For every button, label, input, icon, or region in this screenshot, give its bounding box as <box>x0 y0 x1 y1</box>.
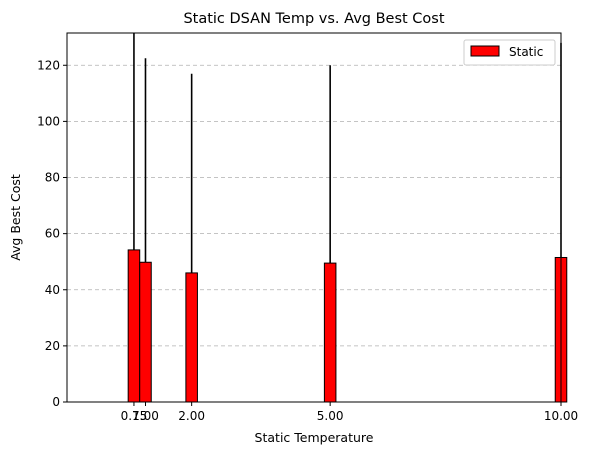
y-axis-label: Avg Best Cost <box>8 174 23 261</box>
bars-layer <box>127 249 568 403</box>
bar <box>323 262 337 403</box>
legend-swatch-static <box>470 45 500 57</box>
x-tick-label: 1.00 <box>132 409 159 423</box>
error-bars-layer <box>133 33 562 273</box>
y-tick-label: 120 <box>37 58 60 72</box>
bar <box>127 249 141 403</box>
y-tick-label: 60 <box>45 227 60 241</box>
x-tick-label: 5.00 <box>317 409 344 423</box>
axes-layer <box>66 32 562 403</box>
y-tick-label: 100 <box>37 114 60 128</box>
legend: Static <box>463 39 556 66</box>
bar <box>185 272 198 403</box>
y-tick-label: 80 <box>45 171 60 185</box>
y-tick-label: 40 <box>45 283 60 297</box>
y-tick-label: 0 <box>52 395 60 409</box>
x-tick-label: 10.00 <box>544 409 578 423</box>
x-tick-label: 2.00 <box>178 409 205 423</box>
ticks-layer: 0 20 40 60 80 100 120 0.751.00 2.00 5.00 10.00 <box>37 58 578 423</box>
x-tick-label: 0.75 <box>121 409 148 423</box>
chart-title: Static DSAN Temp vs. Avg Best Cost <box>183 11 444 27</box>
y-tick-label: 20 <box>45 339 60 353</box>
bar <box>139 261 152 403</box>
legend-label-static: Static <box>509 45 543 59</box>
x-axis-label: Static Temperature <box>255 430 374 445</box>
plot-frame <box>66 32 562 403</box>
